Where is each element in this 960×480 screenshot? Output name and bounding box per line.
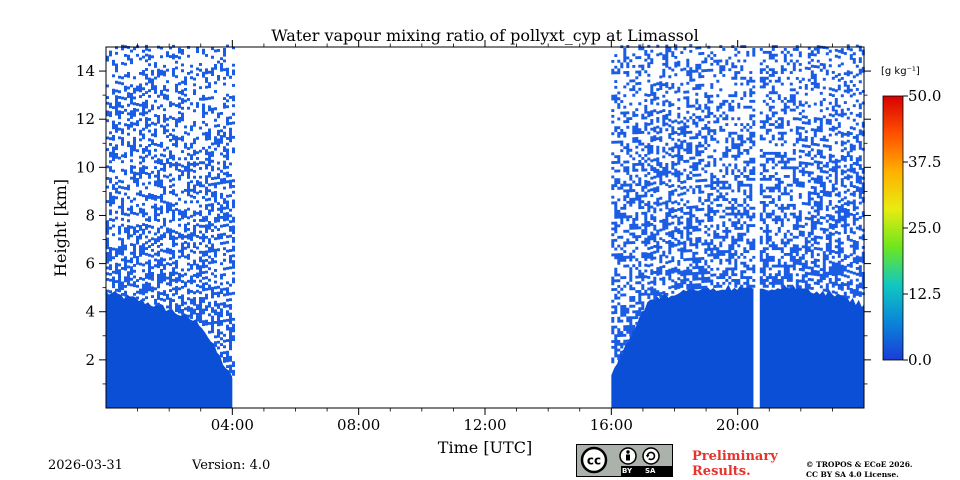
dense-moisture-layer [759,284,864,408]
x-tick-label: 20:00 [716,416,759,434]
y-tick-label: 2 [85,351,95,369]
copyright-note: © TROPOS & ECoE 2026. CC BY SA 4.0 Licen… [806,460,913,480]
sparse-moisture-signal [759,44,865,299]
copyright-line-2: CC BY SA 4.0 License. [806,470,899,479]
preliminary-line-1: Preliminary [692,449,778,464]
colorbar [882,95,904,361]
x-tick-label: 08:00 [337,416,380,434]
version-text: Version: 4.0 [192,458,271,473]
heatmap-plot-area [106,44,865,408]
y-tick-label: 6 [85,255,95,273]
colorbar-tick-label: 0.0 [908,351,932,369]
data-segment-2 [611,44,756,408]
dense-moisture-layer [106,290,233,408]
x-tick-label: 16:00 [590,416,633,434]
y-tick-label: 14 [76,62,95,80]
copyright-line-1: © TROPOS & ECoE 2026. [806,460,913,469]
y-tick-label: 12 [76,110,95,128]
y-tick-label: 8 [85,206,95,224]
y-axis: 2 4 6 8 10 12 14 [76,62,871,385]
sparse-moisture-signal [611,44,756,364]
colorbar-tick-label: 12.5 [908,285,941,303]
preliminary-results-note: Preliminary Results. [692,449,778,479]
chart-title: Water vapour mixing ratio of pollyxt_cyp… [271,26,698,45]
colorbar-unit-label: [g kg⁻¹] [881,66,920,77]
colorbar-axis: 0.0 12.5 25.0 37.5 50.0 [903,87,941,369]
license-by-label: BY [622,467,633,475]
date-text: 2026-03-31 [48,458,123,473]
colorbar-tick-label: 50.0 [908,87,941,105]
data-segment-1 [106,44,235,408]
colorbar-tick-label: 37.5 [908,153,941,171]
cc-logo-text: cc [587,454,601,468]
colorbar-tick-label: 25.0 [908,219,941,237]
sa-share-alike-icon [642,447,660,465]
license-sa-label: SA [645,467,656,475]
x-tick-label: 12:00 [463,416,506,434]
x-axis: 04:00 08:00 12:00 16:00 20:00 [137,40,833,434]
y-tick-label: 4 [85,303,95,321]
data-segment-3 [759,44,865,408]
preliminary-line-2: Results. [692,464,751,479]
y-axis-label: Height [km] [51,179,70,277]
y-tick-label: 10 [76,158,95,176]
cc-logo-icon [580,446,608,474]
sparse-moisture-signal [106,44,235,376]
x-tick-label: 04:00 [211,416,254,434]
cc-license-badge: cc BY SA [576,444,673,477]
dense-moisture-layer [611,284,754,408]
x-axis-label: Time [UTC] [438,438,532,457]
